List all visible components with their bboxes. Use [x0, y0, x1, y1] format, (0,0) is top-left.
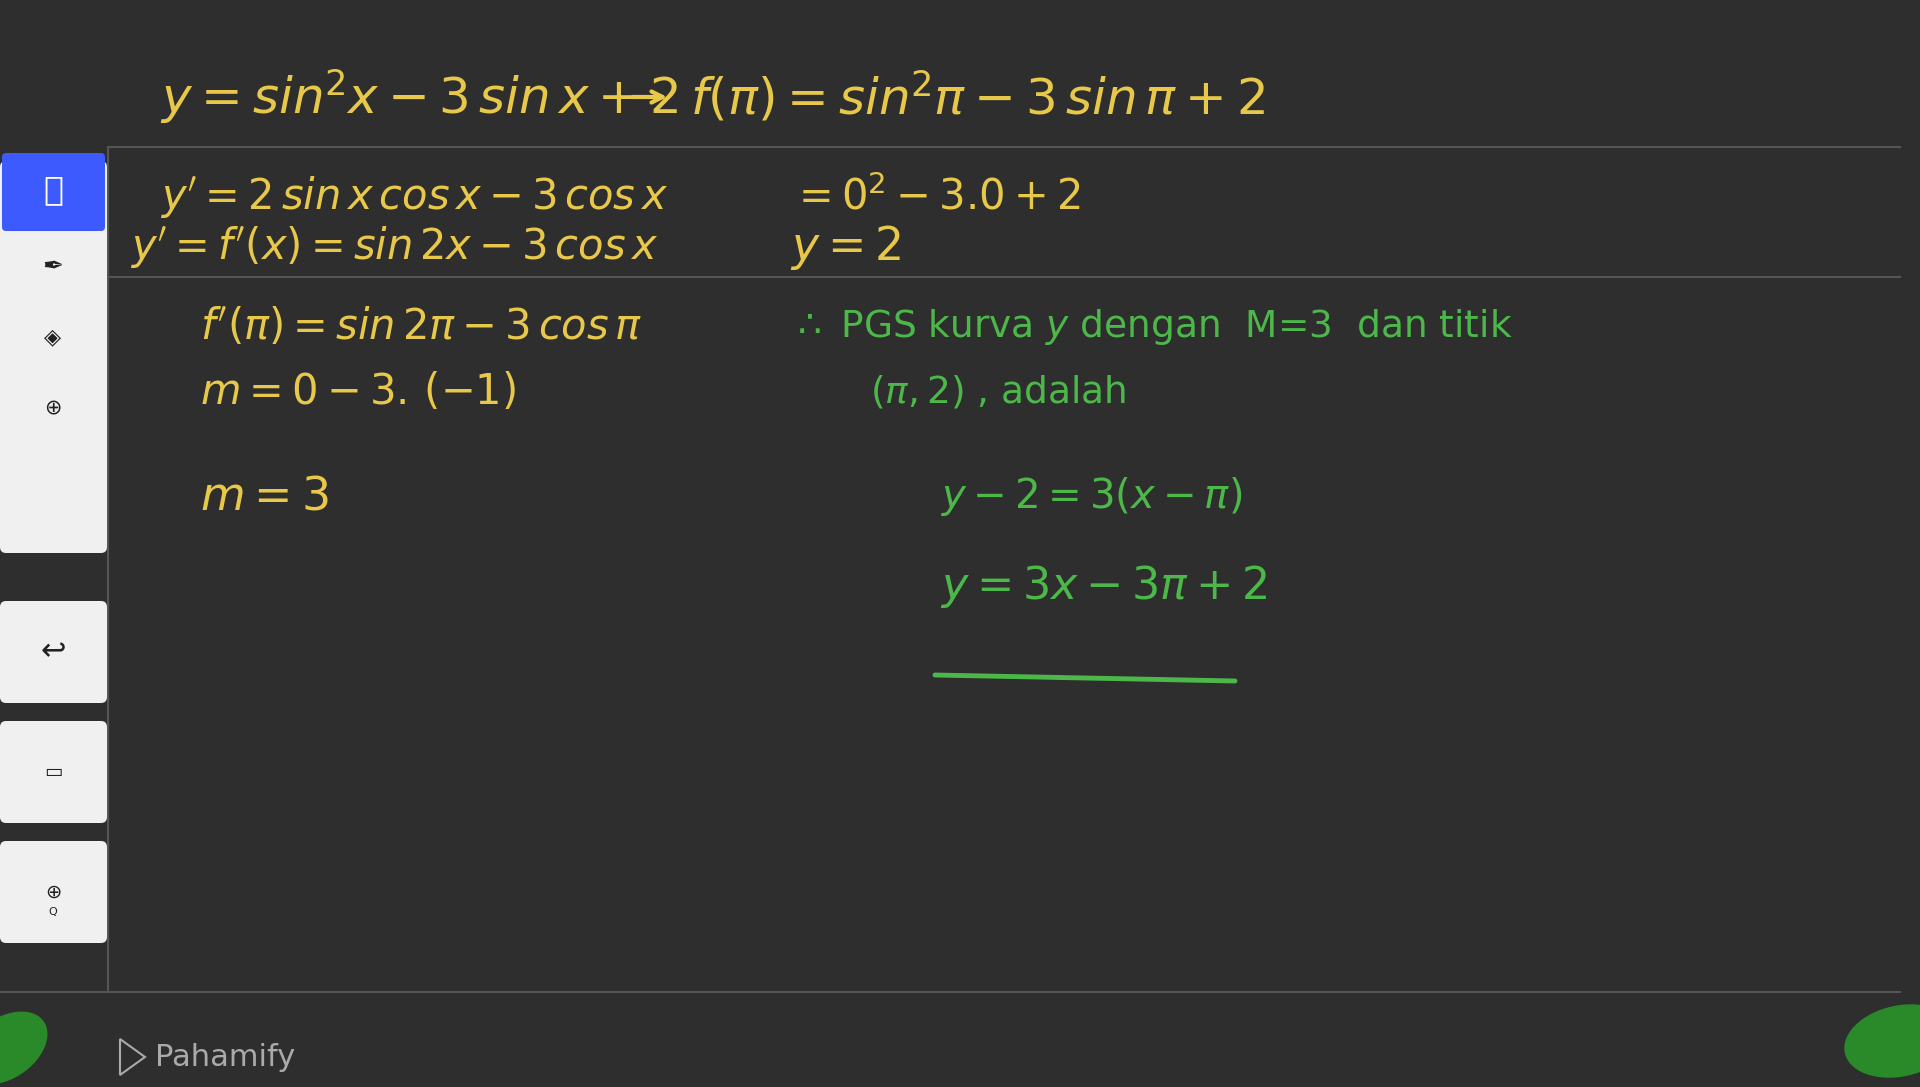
Text: $f'(\pi) = \mathregular{sin}\,2\pi - 3\,\mathregular{cos}\,\pi$: $f'(\pi) = \mathregular{sin}\,2\pi - 3\,…: [200, 307, 643, 348]
Text: ⊕: ⊕: [44, 883, 61, 901]
Text: $\therefore$ PGS kurva $y$ dengan  M=3  dan titik: $\therefore$ PGS kurva $y$ dengan M=3 da…: [789, 307, 1513, 347]
Text: ↩: ↩: [40, 637, 65, 666]
FancyBboxPatch shape: [0, 161, 108, 553]
Text: $m = 0 - 3.\,(-1)$: $m = 0 - 3.\,(-1)$: [200, 371, 516, 413]
Polygon shape: [0, 1012, 46, 1084]
Polygon shape: [1845, 1005, 1920, 1077]
Text: ◈: ◈: [44, 327, 61, 347]
FancyBboxPatch shape: [0, 841, 108, 944]
Text: $y - 2 = 3(x - \pi)$: $y - 2 = 3(x - \pi)$: [941, 475, 1242, 518]
Polygon shape: [1862, 1016, 1920, 1066]
Text: $(\pi, 2)$ , adalah: $(\pi, 2)$ , adalah: [870, 374, 1127, 411]
Text: $= 0^2 - 3.0 + 2$: $= 0^2 - 3.0 + 2$: [789, 176, 1081, 218]
Text: $y' = 2\,\mathregular{sin}\,x\,\mathregular{cos}\,x - 3\,\mathregular{cos}\,x$: $y' = 2\,\mathregular{sin}\,x\,\mathregu…: [159, 174, 668, 220]
Text: ⊕: ⊕: [44, 397, 61, 417]
Text: $y = 3x - 3\pi + 2$: $y = 3x - 3\pi + 2$: [941, 563, 1267, 611]
FancyBboxPatch shape: [0, 601, 108, 703]
FancyBboxPatch shape: [2, 153, 106, 232]
FancyBboxPatch shape: [0, 721, 108, 823]
Text: ✒: ✒: [42, 255, 63, 279]
Text: $m = 3$: $m = 3$: [200, 475, 328, 520]
Text: $f(\pi) = \mathregular{sin}^2\pi - 3\,\mathregular{sin}\,\pi + 2$: $f(\pi) = \mathregular{sin}^2\pi - 3\,\m…: [689, 70, 1265, 125]
Text: ▭: ▭: [44, 762, 61, 782]
Polygon shape: [0, 1023, 35, 1073]
Text: ✋: ✋: [42, 174, 63, 207]
Text: $y = \mathregular{sin}^2 x - 3\,\mathregular{sin}\,x + 2$: $y = \mathregular{sin}^2 x - 3\,\mathreg…: [159, 67, 678, 126]
Text: $y = 2$: $y = 2$: [789, 223, 900, 272]
Text: Pahamify: Pahamify: [156, 1042, 296, 1072]
Text: Q: Q: [48, 907, 58, 917]
Text: $y' = f'(x) = \mathregular{sin}\,2x - 3\,\mathregular{cos}\,x$: $y' = f'(x) = \mathregular{sin}\,2x - 3\…: [131, 224, 659, 270]
